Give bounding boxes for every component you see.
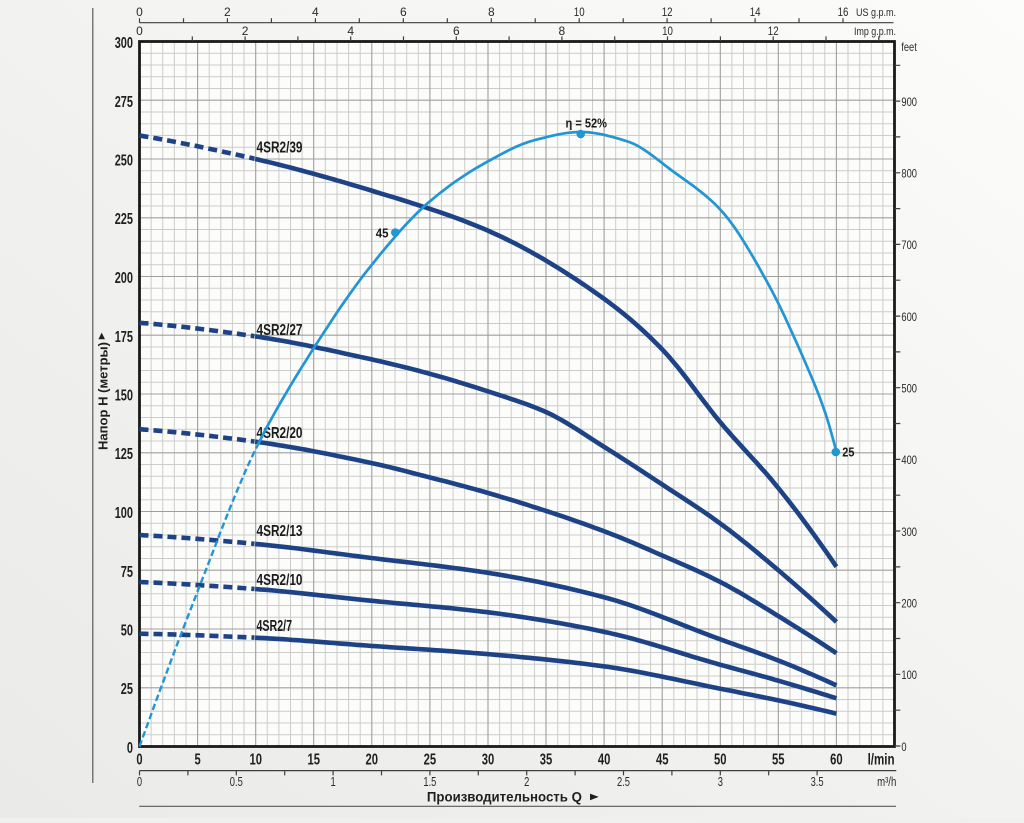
svg-text:275: 275 bbox=[115, 94, 133, 111]
svg-text:250: 250 bbox=[115, 153, 133, 170]
svg-text:15: 15 bbox=[307, 751, 320, 768]
svg-text:feet: feet bbox=[901, 40, 917, 54]
svg-text:100: 100 bbox=[901, 668, 917, 682]
svg-text:US g.p.m.: US g.p.m. bbox=[856, 7, 896, 19]
svg-text:200: 200 bbox=[115, 270, 133, 287]
svg-text:4SR2/27: 4SR2/27 bbox=[257, 322, 303, 339]
svg-text:10: 10 bbox=[574, 5, 585, 19]
svg-text:6: 6 bbox=[400, 5, 407, 19]
svg-text:35: 35 bbox=[540, 751, 553, 768]
svg-text:25: 25 bbox=[842, 444, 854, 459]
svg-text:40: 40 bbox=[598, 751, 611, 768]
svg-text:0.5: 0.5 bbox=[230, 775, 243, 789]
svg-text:50: 50 bbox=[714, 751, 727, 768]
svg-text:60: 60 bbox=[830, 751, 843, 768]
svg-text:Производительность Q: Производительность Q bbox=[427, 789, 582, 804]
svg-text:25: 25 bbox=[424, 751, 437, 768]
svg-text:300: 300 bbox=[901, 525, 917, 539]
svg-text:600: 600 bbox=[901, 310, 917, 324]
svg-text:20: 20 bbox=[366, 751, 379, 768]
svg-text:Напор Н (метры): Напор Н (метры) bbox=[96, 342, 111, 450]
svg-text:225: 225 bbox=[115, 211, 133, 228]
svg-text:8: 8 bbox=[488, 5, 495, 19]
svg-text:150: 150 bbox=[115, 388, 133, 405]
svg-text:12: 12 bbox=[662, 5, 673, 19]
svg-text:75: 75 bbox=[121, 564, 133, 581]
svg-text:25: 25 bbox=[121, 681, 133, 698]
svg-text:3: 3 bbox=[718, 775, 723, 789]
svg-text:10: 10 bbox=[662, 24, 673, 38]
svg-text:300: 300 bbox=[115, 35, 133, 52]
svg-text:0: 0 bbox=[137, 775, 142, 789]
svg-text:4SR2/13: 4SR2/13 bbox=[257, 523, 303, 540]
svg-text:14: 14 bbox=[750, 5, 761, 19]
svg-text:12: 12 bbox=[768, 24, 779, 38]
svg-text:0: 0 bbox=[136, 751, 142, 768]
svg-text:50: 50 bbox=[121, 623, 133, 640]
svg-text:l/min: l/min bbox=[868, 751, 895, 768]
svg-text:1: 1 bbox=[331, 775, 336, 789]
svg-text:800: 800 bbox=[901, 167, 917, 181]
svg-text:0: 0 bbox=[136, 24, 143, 38]
svg-text:0: 0 bbox=[901, 740, 906, 754]
svg-text:Imp g.p.m.: Imp g.p.m. bbox=[854, 26, 896, 38]
svg-text:4SR2/20: 4SR2/20 bbox=[257, 425, 303, 442]
svg-text:400: 400 bbox=[901, 453, 917, 467]
svg-text:900: 900 bbox=[901, 95, 917, 109]
svg-text:2: 2 bbox=[524, 775, 529, 789]
svg-text:8: 8 bbox=[559, 24, 566, 38]
svg-text:5: 5 bbox=[195, 751, 201, 768]
svg-text:2: 2 bbox=[242, 24, 249, 38]
svg-text:4: 4 bbox=[312, 5, 319, 19]
svg-text:45: 45 bbox=[656, 751, 669, 768]
svg-text:200: 200 bbox=[901, 597, 917, 611]
svg-text:4SR2/7: 4SR2/7 bbox=[257, 618, 293, 635]
svg-text:m³/h: m³/h bbox=[877, 775, 896, 789]
svg-text:500: 500 bbox=[901, 382, 917, 396]
svg-text:100: 100 bbox=[115, 505, 133, 522]
svg-text:45: 45 bbox=[376, 225, 389, 240]
svg-text:175: 175 bbox=[115, 329, 133, 346]
svg-text:125: 125 bbox=[115, 446, 133, 463]
svg-text:10: 10 bbox=[249, 751, 262, 768]
svg-text:30: 30 bbox=[482, 751, 495, 768]
svg-text:η = 52%: η = 52% bbox=[566, 116, 608, 131]
svg-text:4SR2/10: 4SR2/10 bbox=[257, 572, 303, 589]
svg-text:4: 4 bbox=[347, 24, 354, 38]
svg-text:55: 55 bbox=[772, 751, 785, 768]
svg-text:700: 700 bbox=[901, 238, 917, 252]
svg-text:1.5: 1.5 bbox=[423, 775, 436, 789]
svg-text:6: 6 bbox=[453, 24, 460, 38]
svg-text:2.5: 2.5 bbox=[617, 775, 630, 789]
svg-text:0: 0 bbox=[136, 5, 143, 19]
svg-text:2: 2 bbox=[224, 5, 231, 19]
svg-text:16: 16 bbox=[838, 5, 849, 19]
svg-text:3.5: 3.5 bbox=[811, 775, 824, 789]
svg-text:0: 0 bbox=[127, 740, 133, 757]
svg-text:4SR2/39: 4SR2/39 bbox=[257, 140, 303, 157]
